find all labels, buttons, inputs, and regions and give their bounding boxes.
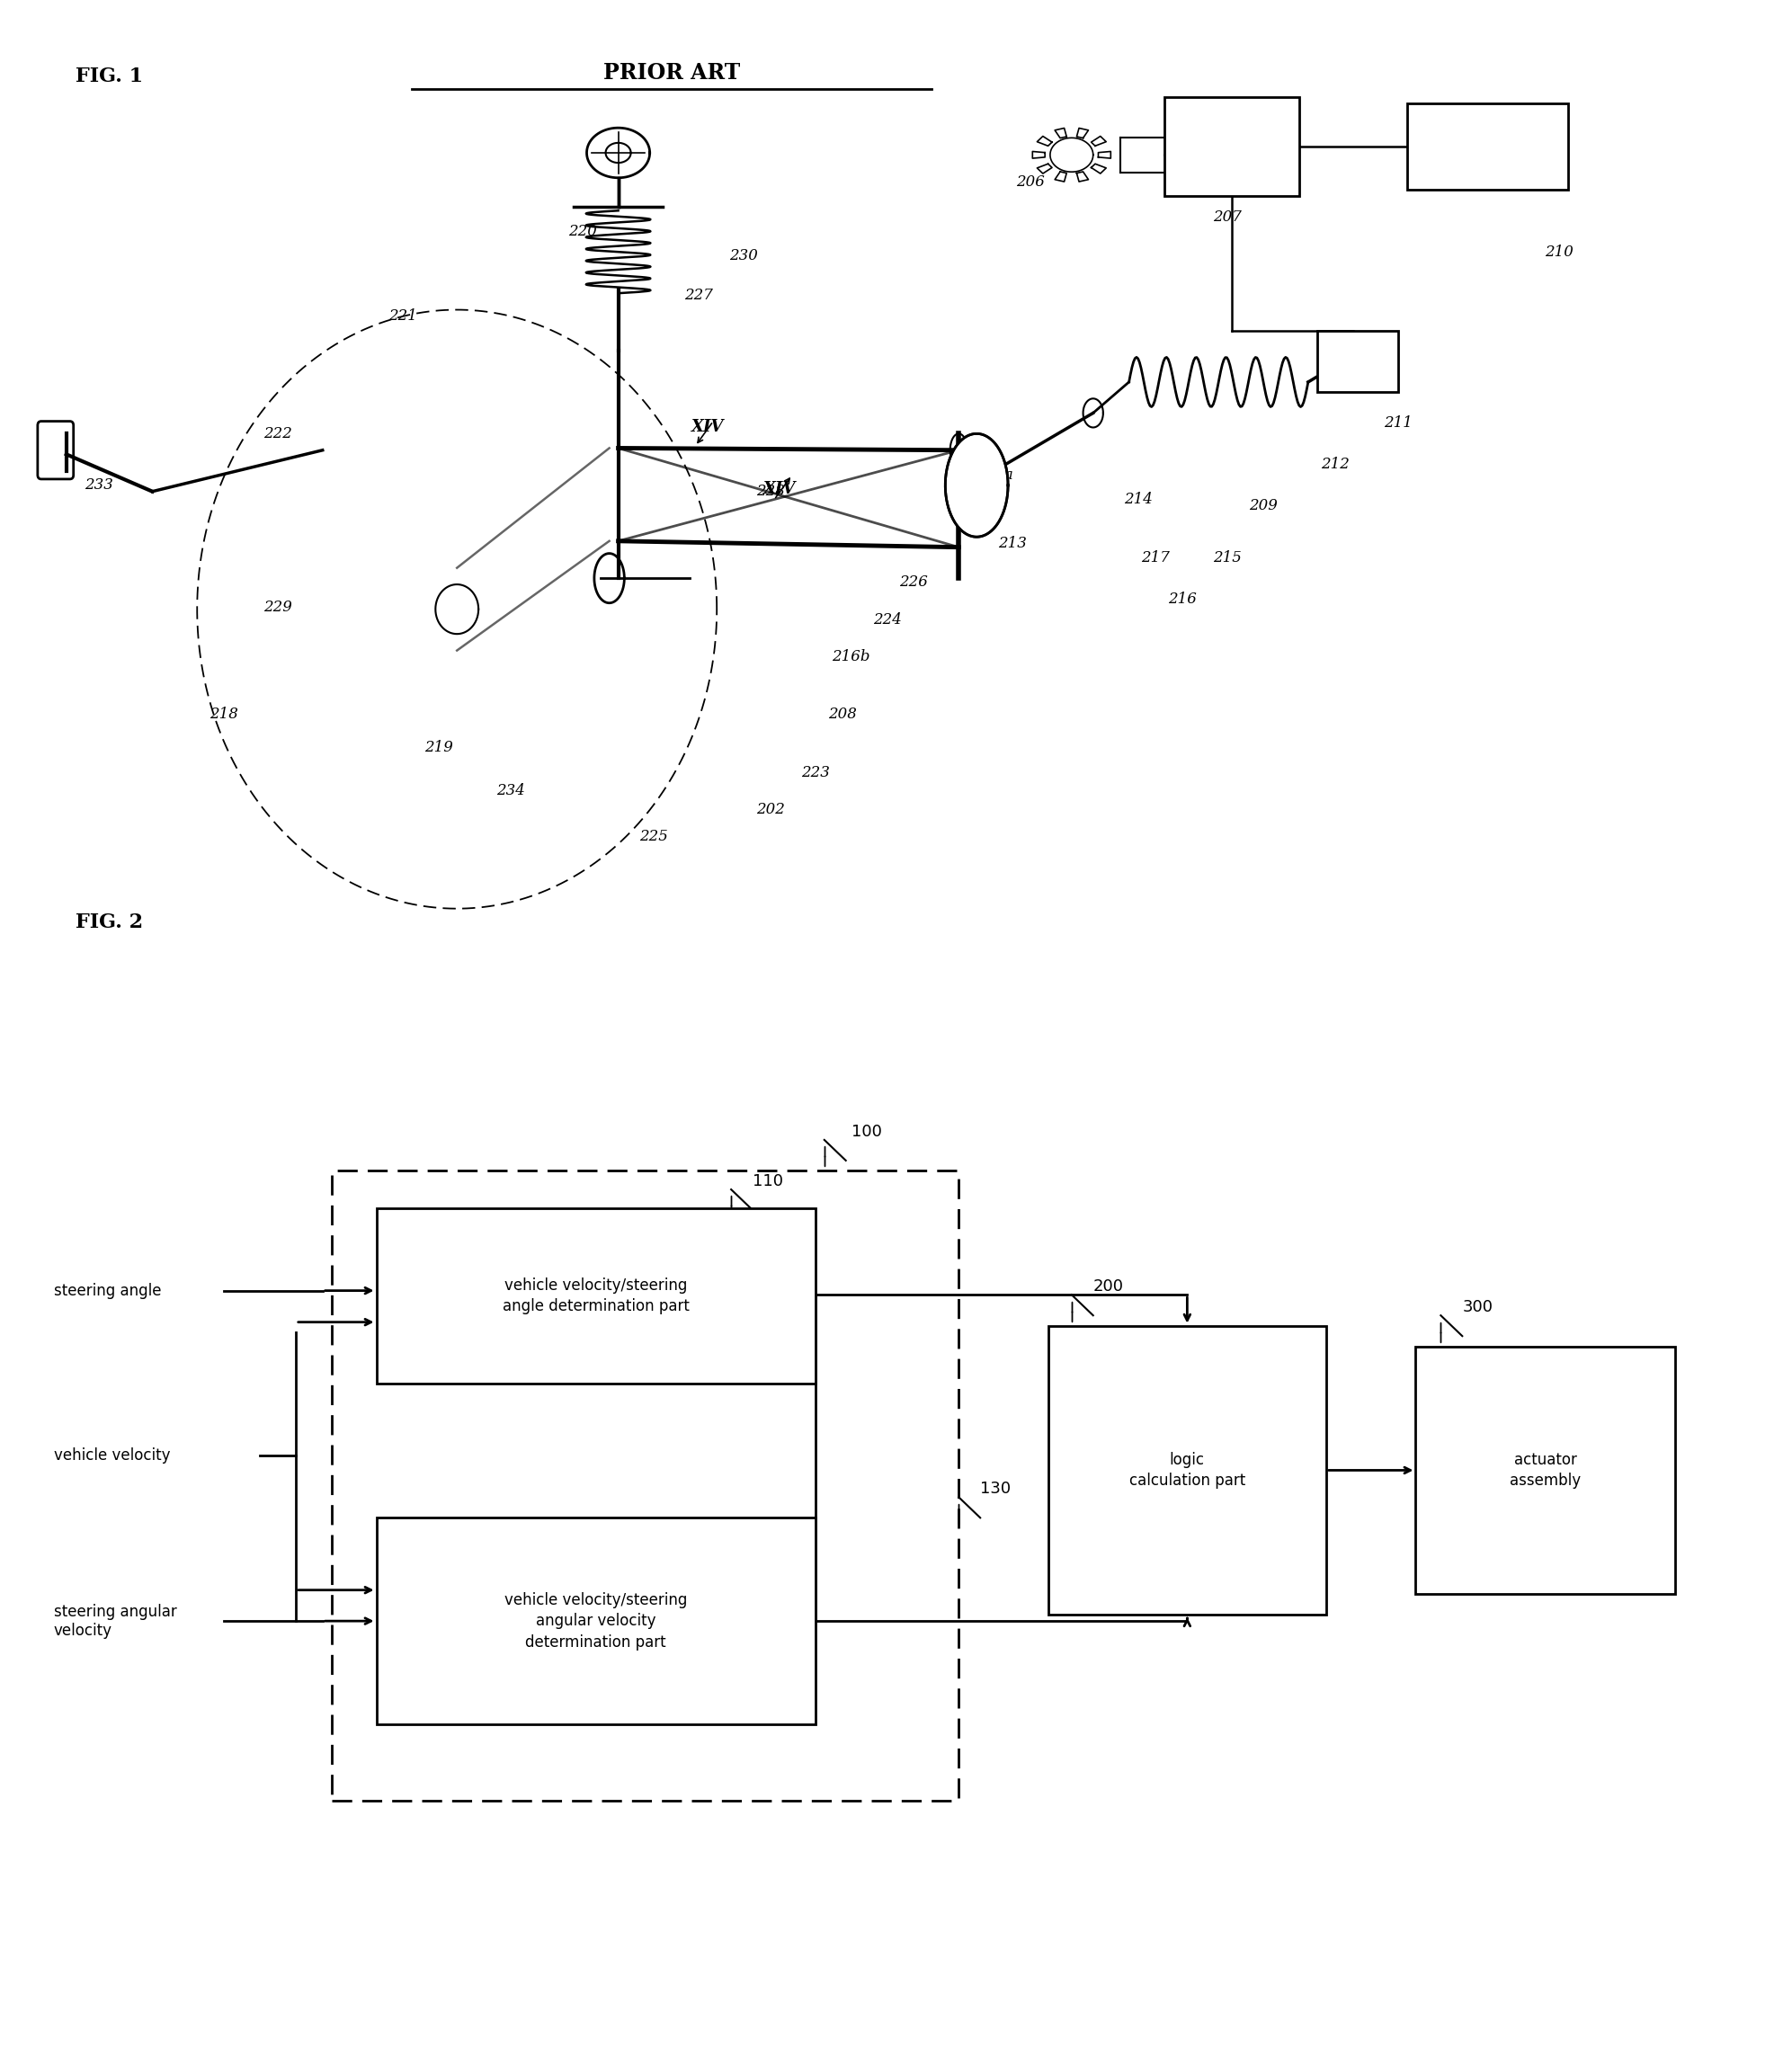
Text: actuator
assembly: actuator assembly bbox=[1511, 1452, 1581, 1489]
Text: 208: 208 bbox=[828, 706, 857, 723]
Bar bbox=[376, 1518, 815, 1724]
Text: 227: 227 bbox=[685, 287, 713, 304]
Text: 130: 130 bbox=[980, 1481, 1011, 1497]
Text: 220: 220 bbox=[568, 223, 597, 240]
Text: 219: 219 bbox=[425, 739, 453, 756]
Text: steering angular
velocity: steering angular velocity bbox=[54, 1605, 177, 1638]
Text: 221: 221 bbox=[389, 308, 418, 324]
Text: vehicle velocity/steering
angular velocity
determination part: vehicle velocity/steering angular veloci… bbox=[504, 1592, 688, 1650]
Text: 202: 202 bbox=[756, 801, 785, 818]
Text: 210: 210 bbox=[1545, 244, 1573, 260]
Text: 217: 217 bbox=[1142, 549, 1170, 566]
Text: 200: 200 bbox=[1093, 1278, 1124, 1295]
Text: 206: 206 bbox=[1016, 173, 1045, 190]
Text: 228: 228 bbox=[756, 483, 785, 500]
Text: 218: 218 bbox=[210, 706, 238, 723]
Text: 216: 216 bbox=[1168, 591, 1197, 607]
Text: vehicle velocity/steering
angle determination part: vehicle velocity/steering angle determin… bbox=[502, 1276, 690, 1315]
Bar bbox=[1048, 1326, 1326, 1615]
Bar bbox=[1407, 103, 1568, 190]
Bar bbox=[1317, 330, 1398, 392]
Text: 222: 222 bbox=[263, 425, 292, 442]
Text: 233: 233 bbox=[84, 477, 113, 494]
Text: 207: 207 bbox=[1213, 209, 1242, 225]
Bar bbox=[1416, 1346, 1676, 1594]
Text: 100: 100 bbox=[851, 1123, 882, 1140]
Text: 215: 215 bbox=[1213, 549, 1242, 566]
Polygon shape bbox=[946, 434, 1007, 537]
Text: FIG. 1: FIG. 1 bbox=[75, 66, 143, 87]
Text: 209: 209 bbox=[1249, 498, 1278, 514]
Text: vehicle velocity: vehicle velocity bbox=[54, 1448, 170, 1464]
Text: XIV: XIV bbox=[692, 419, 724, 436]
Text: steering angle: steering angle bbox=[54, 1282, 161, 1299]
Bar bbox=[1165, 97, 1299, 196]
Text: 216b: 216b bbox=[831, 648, 871, 665]
FancyBboxPatch shape bbox=[38, 421, 73, 479]
Text: FIG. 2: FIG. 2 bbox=[75, 913, 143, 933]
Text: 224: 224 bbox=[873, 611, 901, 628]
Text: 229: 229 bbox=[263, 599, 292, 615]
Text: logic
calculation part: logic calculation part bbox=[1129, 1452, 1245, 1489]
Text: 212: 212 bbox=[1321, 456, 1349, 473]
Bar bbox=[332, 1171, 959, 1801]
Text: 110: 110 bbox=[753, 1173, 783, 1189]
Text: 234: 234 bbox=[496, 783, 525, 799]
Text: 223: 223 bbox=[801, 764, 830, 781]
Text: 211: 211 bbox=[1383, 415, 1412, 432]
Bar bbox=[376, 1208, 815, 1384]
Text: 225: 225 bbox=[640, 828, 668, 845]
Text: 216a: 216a bbox=[977, 467, 1012, 483]
Text: 213: 213 bbox=[998, 535, 1027, 551]
Text: 226: 226 bbox=[900, 574, 928, 591]
Text: XIV: XIV bbox=[763, 481, 796, 498]
Text: 230: 230 bbox=[729, 248, 758, 264]
Text: PRIOR ART: PRIOR ART bbox=[604, 62, 740, 83]
Text: 214: 214 bbox=[1124, 491, 1152, 508]
Text: 300: 300 bbox=[1462, 1299, 1493, 1315]
